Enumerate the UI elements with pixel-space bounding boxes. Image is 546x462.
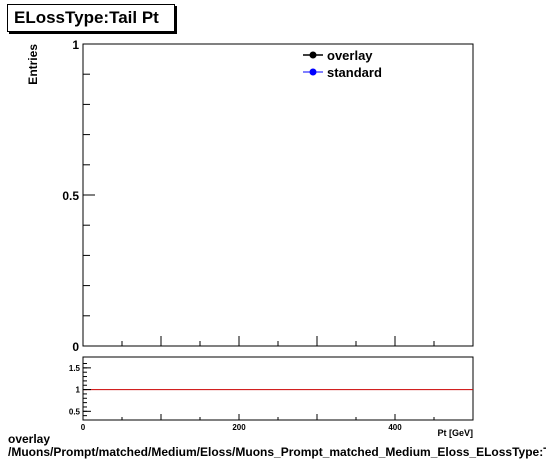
ratio-x-axis-label: Pt [GeV] xyxy=(437,428,473,438)
ratio-y-tick-label: 1 xyxy=(76,386,81,395)
legend-standard-marker xyxy=(309,68,317,76)
footer-line-1: overlay xyxy=(8,433,51,446)
y-tick-label: 0 xyxy=(72,340,79,354)
main-plot-frame xyxy=(82,43,474,347)
ratio-plot-frame xyxy=(82,356,474,421)
chart-title: ELossType:Tail Pt xyxy=(7,4,175,32)
ratio-x-tick-label: 200 xyxy=(232,423,246,432)
y-tick-label: 1 xyxy=(72,38,79,52)
main-y-axis: 00.51 xyxy=(62,38,95,354)
ratio-y-tick-label: 0.5 xyxy=(69,407,81,416)
footer-line-2: /Muons/Prompt/matched/Medium/Eloss/Muons… xyxy=(8,445,546,459)
legend-standard-label: standard xyxy=(327,65,382,80)
ratio-x-tick-label: 0 xyxy=(81,423,86,432)
legend: overlay standard xyxy=(303,48,382,80)
y-tick-label: 0.5 xyxy=(62,189,79,203)
y-axis-label: Entries xyxy=(26,44,40,85)
ratio-y-axis: 0.5 1 1.5 xyxy=(69,363,91,416)
ratio-x-axis: 0 200 400 xyxy=(81,414,474,432)
footer-caption: overlay /Muons/Prompt/matched/Medium/Elo… xyxy=(8,433,546,459)
legend-overlay-label: overlay xyxy=(327,48,373,63)
main-x-axis xyxy=(82,336,474,346)
legend-overlay-marker xyxy=(309,51,317,59)
ratio-x-tick-label: 400 xyxy=(388,423,402,432)
ratio-y-tick-label: 1.5 xyxy=(69,364,81,373)
